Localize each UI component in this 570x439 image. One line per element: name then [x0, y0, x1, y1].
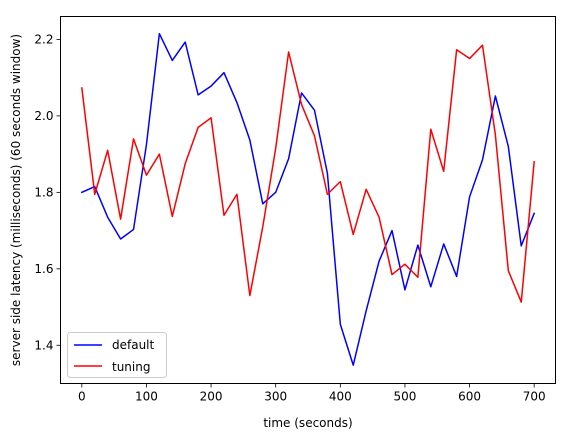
plot-lines — [80, 32, 536, 366]
y-tick-label: 1.6 — [34, 262, 53, 276]
x-tick-label: 400 — [329, 390, 352, 404]
y-axis-ticks: 1.4 1.6 1.8 2.0 2.2 — [34, 32, 61, 352]
legend-label-tuning: tuning — [112, 360, 150, 374]
y-tick-label: 1.4 — [34, 338, 53, 352]
series-line-default — [80, 32, 536, 366]
axes-frame — [60, 16, 556, 384]
legend: default tuning — [67, 332, 167, 378]
x-tick-label: 100 — [135, 390, 158, 404]
x-tick-label: 500 — [393, 390, 416, 404]
x-axis-ticks: 0 100 200 300 400 500 600 700 — [78, 383, 546, 404]
x-tick-label: 300 — [264, 390, 287, 404]
y-tick-label: 2.2 — [34, 32, 53, 46]
x-axis-label: time (seconds) — [263, 416, 352, 430]
y-tick-label: 2.0 — [34, 109, 53, 123]
x-tick-label: 600 — [458, 390, 481, 404]
x-tick-label: 0 — [78, 390, 86, 404]
y-tick-label: 1.8 — [34, 185, 53, 199]
series-line-tuning — [80, 44, 535, 303]
y-axis-label: server side latency (milliseconds) (60 s… — [9, 34, 23, 366]
x-tick-label: 700 — [523, 390, 546, 404]
x-tick-label: 200 — [200, 390, 223, 404]
legend-label-default: default — [112, 338, 155, 352]
